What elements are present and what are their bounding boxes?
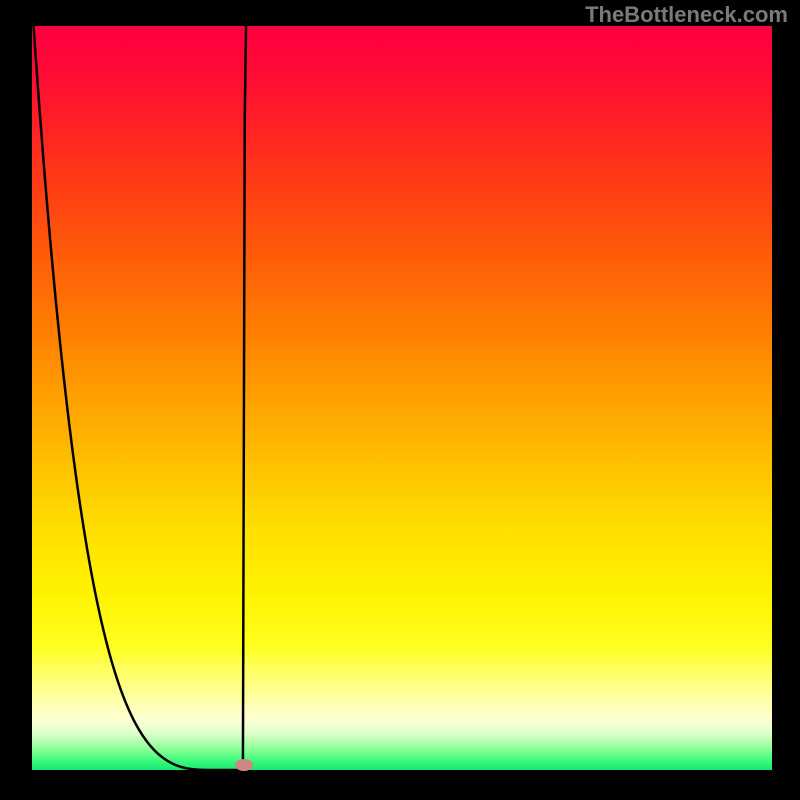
minimum-marker (235, 759, 253, 771)
watermark-text: TheBottleneck.com (585, 2, 788, 28)
plot-gradient-area (32, 26, 772, 770)
figure-container: { "watermark": { "text": "TheBottleneck.… (0, 0, 800, 800)
bottleneck-chart (0, 0, 800, 800)
